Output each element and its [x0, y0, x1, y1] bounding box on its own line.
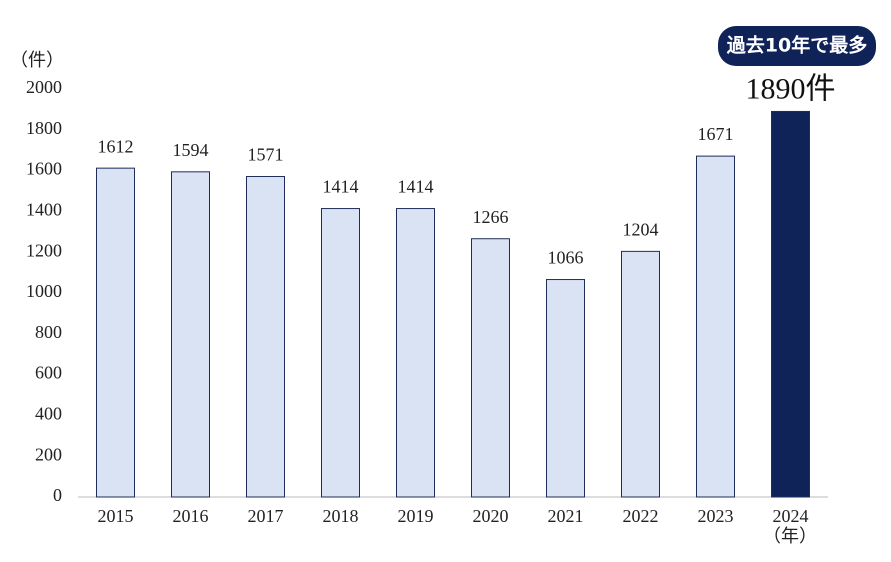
y-tick-label: 600 [35, 363, 62, 383]
y-tick-label: 1000 [26, 281, 62, 301]
value-label: 1204 [623, 220, 659, 240]
value-label: 1266 [473, 207, 509, 227]
x-tick-label: 2021 [548, 506, 584, 526]
value-label: 1571 [248, 145, 284, 165]
bar [471, 238, 510, 498]
bar [396, 208, 435, 498]
value-label: 1671 [698, 124, 734, 144]
x-tick-label: 2019 [398, 506, 434, 526]
value-label: 1414 [398, 177, 434, 197]
bar [621, 250, 660, 498]
x-tick-label: 2017 [248, 506, 284, 526]
bar [771, 110, 810, 498]
y-unit: （件） [10, 50, 64, 70]
value-label: 1594 [173, 140, 209, 160]
bar [171, 171, 210, 498]
y-tick-label: 2000 [26, 77, 62, 97]
y-tick-label: 0 [53, 485, 62, 505]
value-label: 1066 [548, 248, 584, 268]
bar [321, 208, 360, 498]
x-tick-label: 2023 [698, 506, 734, 526]
x-tick-label: 2024 [773, 506, 809, 526]
y-tick-label: 1400 [26, 200, 62, 220]
bar [546, 279, 585, 498]
y-tick-label: 1600 [26, 159, 62, 179]
badge [718, 26, 876, 66]
y-tick-label: 1800 [26, 118, 62, 138]
value-label: 1414 [323, 177, 359, 197]
y-tick-label: 400 [35, 404, 62, 424]
bar [96, 167, 135, 498]
y-tick-label: 1200 [26, 240, 62, 260]
bar [246, 176, 285, 498]
x-unit: （年） [763, 526, 817, 546]
y-tick-label: 200 [35, 444, 62, 464]
annotation: 過去10年で最多 [727, 34, 867, 57]
x-tick-label: 2016 [173, 506, 209, 526]
x-tick-label: 2015 [98, 506, 134, 526]
value-label: 1890件 [746, 72, 836, 105]
bar [696, 155, 735, 498]
x-tick-label: 2022 [623, 506, 659, 526]
x-tick-label: 2018 [323, 506, 359, 526]
x-tick-label: 2020 [473, 506, 509, 526]
value-label: 1612 [98, 136, 134, 156]
y-tick-label: 800 [35, 322, 62, 342]
